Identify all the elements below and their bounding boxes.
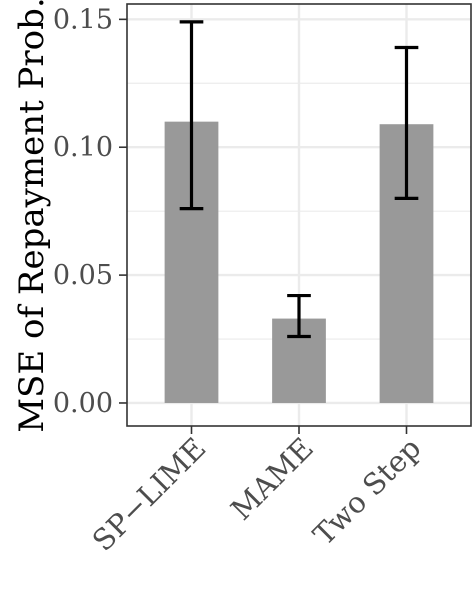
y-tick-label: 0.15 (53, 4, 113, 35)
x-tick-label: SP−LIME (86, 431, 213, 558)
y-tick-label: 0.00 (53, 388, 113, 419)
y-axis: 0.00 0.05 0.10 0.15 (53, 4, 127, 419)
x-tick-label: Two Step (306, 431, 427, 552)
error-bars (179, 20, 419, 339)
y-axis-title: MSE of Repayment Prob. (12, 0, 52, 433)
y-tick-label: 0.05 (53, 260, 113, 291)
y-tick-label: 0.10 (53, 132, 113, 163)
x-tick-label: MAME (224, 431, 320, 527)
